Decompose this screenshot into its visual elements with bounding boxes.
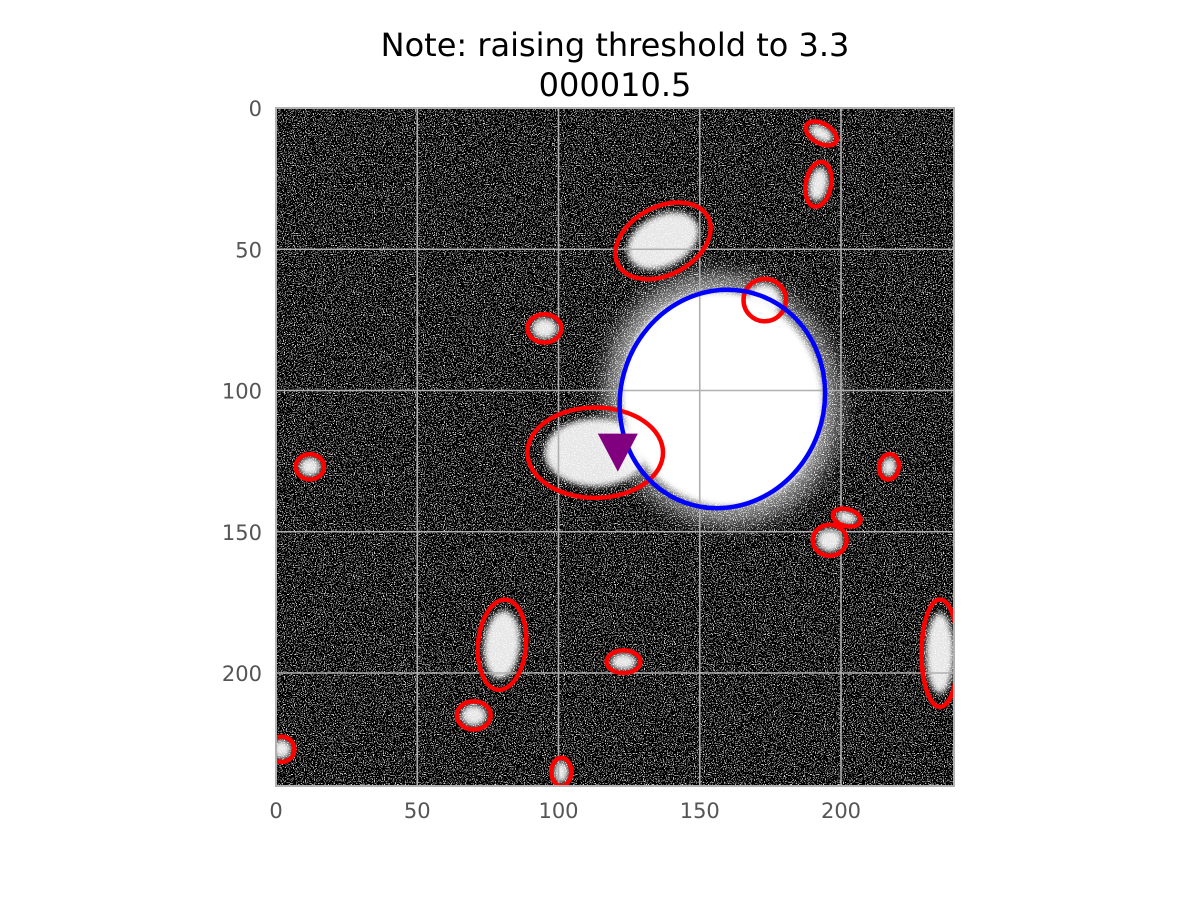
source-ellipse [613, 200, 713, 282]
source-ellipse [293, 451, 327, 482]
x-tick-label: 200 [821, 799, 861, 823]
source-ellipse [525, 311, 564, 345]
source-ellipse [803, 119, 839, 148]
source-glow [627, 212, 699, 270]
source-glow [881, 457, 897, 477]
plot-axes: 0 50 100 150 200 0 50 100 150 200 [222, 97, 955, 823]
x-tick-label: 0 [269, 799, 282, 823]
source-glow [808, 167, 829, 202]
target-core [621, 291, 824, 507]
source-ellipse [830, 506, 863, 529]
x-tick-label: 100 [538, 799, 578, 823]
chart-title-line1: Note: raising threshold to 3.3 [381, 26, 850, 64]
source-glow [553, 761, 569, 783]
y-tick-label: 100 [222, 380, 262, 404]
source-ellipse [475, 597, 529, 693]
source-ellipse [454, 699, 493, 732]
source-ellipse [741, 276, 789, 324]
source-ellipse [549, 755, 574, 786]
y-tick-label: 0 [249, 97, 262, 121]
image-area [276, 108, 954, 786]
source-ellipse [876, 451, 902, 482]
source-glow [748, 284, 781, 316]
x-tick-label: 50 [404, 799, 431, 823]
source-glow [926, 612, 954, 694]
source-ellipse [525, 405, 666, 501]
source-glow [483, 610, 521, 679]
source-ellipse [604, 648, 643, 676]
tick-labels: 0 50 100 150 200 0 50 100 150 200 [222, 97, 861, 823]
marker-triangle [597, 433, 638, 472]
source-ellipse [276, 734, 297, 765]
chart-title-line2: 000010.5 [539, 66, 692, 104]
source-glow [299, 457, 321, 477]
source-ellipse [803, 159, 834, 209]
source-glow [816, 528, 843, 552]
y-tick-label: 150 [222, 521, 262, 545]
x-tick-label: 150 [680, 799, 720, 823]
source-ellipse [810, 522, 849, 559]
source-glow [276, 739, 292, 759]
y-tick-label: 200 [222, 662, 262, 686]
source-glow [809, 124, 833, 143]
source-ellipse [919, 597, 954, 710]
source-glow [610, 653, 637, 671]
source-glow [531, 317, 558, 339]
grid [276, 108, 954, 786]
target-ellipse [617, 287, 828, 511]
axes-frame [275, 107, 955, 787]
bright-sources [276, 124, 954, 783]
source-ellipses [276, 119, 954, 786]
y-tick-label: 50 [235, 238, 262, 262]
source-glow [461, 704, 487, 726]
